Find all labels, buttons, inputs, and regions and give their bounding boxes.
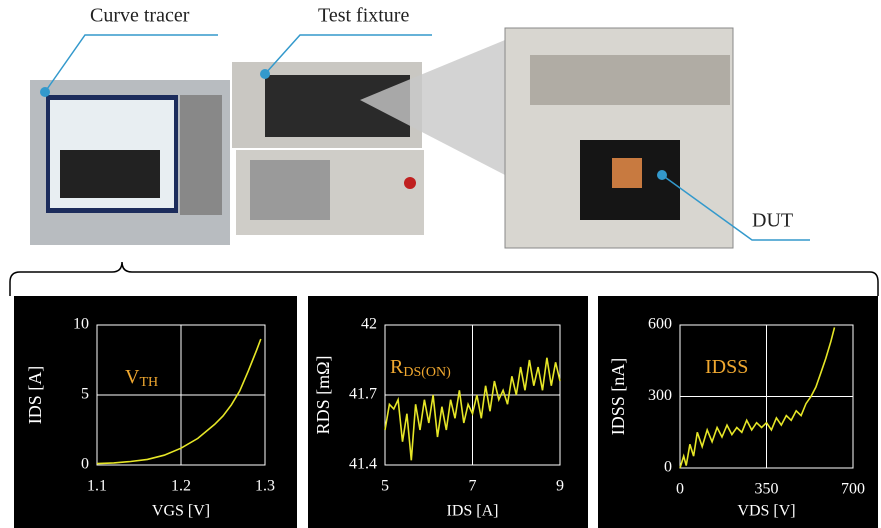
photo-label: Test fixture	[318, 5, 409, 27]
x-tick-label: 1.2	[171, 478, 191, 495]
annotation-subscript: TH	[139, 375, 158, 390]
tracer-plot	[60, 150, 160, 198]
figure: Curve tracer Test fixture DUT 0 5 10 1.1 1.2…	[0, 0, 881, 528]
annotation: IDSS	[705, 356, 748, 378]
annotation-subscript: DS(ON)	[403, 365, 451, 380]
chart-panel	[308, 296, 588, 528]
x-axis-label: VGS [V]	[152, 503, 210, 520]
y-tick-label: 5	[81, 386, 89, 403]
y-axis-label: IDS [A]	[25, 366, 45, 425]
bracket	[10, 262, 878, 296]
annotation-text: R	[390, 356, 404, 378]
y-tick-label: 0	[664, 459, 672, 476]
x-axis-label: VDS [V]	[737, 503, 795, 520]
y-tick-label: 41.4	[349, 456, 377, 473]
photo: Curve tracer Test fixture DUT	[30, 5, 810, 248]
chart-panel	[598, 296, 878, 528]
x-tick-label: 700	[841, 481, 865, 498]
dut-device	[612, 158, 642, 188]
vent	[250, 160, 330, 220]
x-axis-label: IDS [A]	[447, 503, 499, 520]
x-tick-label: 5	[381, 478, 389, 495]
x-tick-label: 9	[556, 478, 564, 495]
y-tick-label: 300	[648, 387, 672, 404]
x-tick-label: 1.3	[255, 478, 275, 495]
y-tick-label: 41.7	[349, 386, 377, 403]
photo-label: Curve tracer	[90, 5, 190, 27]
annotation-text: IDSS	[705, 356, 748, 378]
x-tick-label: 350	[755, 481, 779, 498]
annotation-text: V	[125, 366, 140, 388]
terminals	[530, 55, 730, 105]
y-tick-label: 600	[648, 316, 672, 333]
x-tick-label: 0	[676, 481, 684, 498]
button	[404, 177, 416, 189]
photo-label: DUT	[752, 210, 793, 232]
y-axis-label: RDS [mΩ]	[313, 356, 333, 435]
y-axis-label: IDSS [nA]	[608, 358, 628, 436]
y-tick-label: 10	[73, 316, 89, 333]
y-tick-label: 0	[81, 456, 89, 473]
y-tick-label: 42	[361, 316, 377, 333]
x-tick-label: 7	[469, 478, 477, 495]
tracer-knobs	[180, 95, 222, 215]
x-tick-label: 1.1	[87, 478, 107, 495]
